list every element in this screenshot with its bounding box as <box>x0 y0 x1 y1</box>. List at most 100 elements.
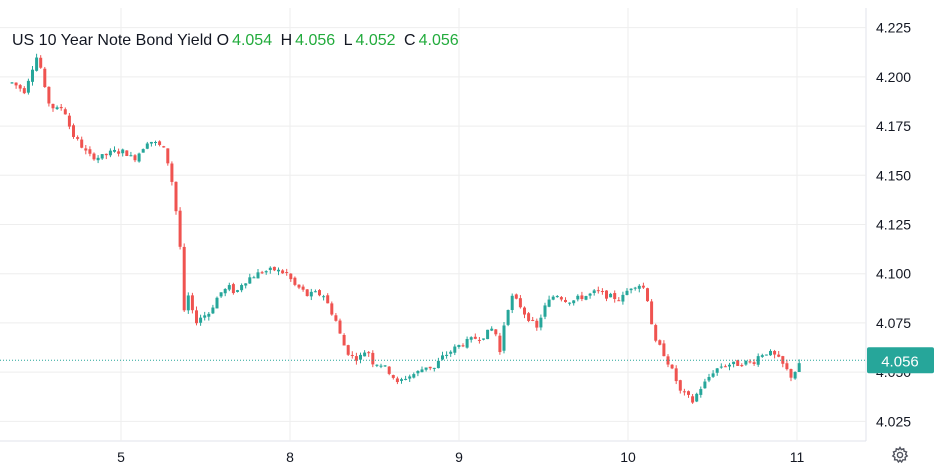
candle-body <box>469 337 473 340</box>
ohlc-legend: US 10 Year Note Bond Yield O 4.054 H 4.056… <box>12 32 463 50</box>
candle-body <box>428 366 432 369</box>
y-tick-label: 4.100 <box>876 266 911 282</box>
candle-body <box>104 153 108 156</box>
candle-body <box>227 285 231 290</box>
candle-body <box>588 293 592 296</box>
candle-body <box>621 294 625 302</box>
candle-body <box>773 351 777 355</box>
candle-body <box>43 68 47 88</box>
candle-body <box>330 303 334 315</box>
candle-body <box>383 365 387 367</box>
candle-body <box>510 295 514 311</box>
candle-body <box>395 378 399 383</box>
candle-body <box>424 367 428 370</box>
candle-body <box>96 157 100 161</box>
candle-body <box>502 325 506 351</box>
candle-body <box>342 334 346 346</box>
candle-body <box>346 345 350 355</box>
candle-body <box>748 361 752 363</box>
candle-body <box>658 340 662 345</box>
candle-body <box>67 115 71 127</box>
candle-body <box>596 290 600 292</box>
candle-body <box>580 295 584 300</box>
x-tick-label: 11 <box>790 449 805 465</box>
high-value: 4.056 <box>295 32 336 49</box>
candle-body <box>687 391 690 395</box>
candle-body <box>457 344 461 348</box>
candle-body <box>203 315 207 318</box>
candle-body <box>416 370 420 374</box>
candle-body <box>80 139 84 148</box>
candle-body <box>682 391 686 393</box>
candle-body <box>756 356 760 365</box>
candle-body <box>600 291 604 293</box>
candle-body <box>482 338 485 340</box>
x-tick-label: 5 <box>117 449 125 465</box>
open-label: O <box>216 32 230 49</box>
candle-body <box>633 287 637 289</box>
gear-icon[interactable] <box>890 445 910 465</box>
candle-body <box>223 289 227 294</box>
candle-body <box>309 291 313 297</box>
candle-body <box>186 295 190 311</box>
candle-body <box>646 288 649 302</box>
x-tick-label: 10 <box>620 449 636 465</box>
candle-body <box>695 393 699 402</box>
candle-body <box>559 297 563 300</box>
candle-body <box>408 376 412 379</box>
candle-body <box>400 379 403 381</box>
candle-body <box>59 106 63 109</box>
candle-body <box>629 288 633 291</box>
candle-body <box>555 296 559 298</box>
candle-body <box>47 86 51 104</box>
candle-body <box>728 364 731 367</box>
candle-body <box>789 369 793 378</box>
candle-body <box>350 354 354 356</box>
candle-body <box>72 125 75 137</box>
candle-body <box>404 378 408 380</box>
candle-body <box>625 290 629 295</box>
symbol-title: US 10 Year Note Bond Yield <box>12 32 213 49</box>
candle-body <box>26 80 30 93</box>
candle-body <box>412 374 416 378</box>
candle-body <box>322 296 326 298</box>
candle-body <box>617 300 621 302</box>
candle-body <box>543 305 547 317</box>
last-price-badge <box>867 347 934 374</box>
x-tick-label: 8 <box>286 449 294 465</box>
candle-body <box>211 307 215 314</box>
candle-body <box>699 389 703 395</box>
candle-body <box>609 293 613 298</box>
candle-body <box>781 356 785 364</box>
candle-body <box>277 269 280 272</box>
candle-body <box>195 310 198 324</box>
candle-body <box>182 246 186 311</box>
candle-body <box>133 155 137 161</box>
candle-body <box>715 368 719 373</box>
low-value: 4.052 <box>355 32 396 49</box>
candle-body <box>494 329 498 335</box>
candle-body <box>51 103 55 109</box>
candle-body <box>449 351 453 354</box>
candle-body <box>121 149 125 154</box>
candle-body <box>592 290 596 294</box>
candle-body <box>268 267 272 270</box>
candle-body <box>547 299 551 307</box>
candle-body <box>691 396 695 403</box>
candle-body <box>84 148 88 151</box>
candle-body <box>637 285 641 289</box>
candle-body <box>215 297 219 309</box>
candle-body <box>76 137 80 139</box>
candle-body <box>531 319 535 321</box>
candle-body <box>568 302 572 304</box>
candle-body <box>523 307 526 315</box>
candle-body <box>576 295 580 300</box>
candle-body <box>379 365 383 367</box>
candle-body <box>436 360 440 369</box>
candle-body <box>166 148 170 164</box>
y-tick-label: 4.025 <box>876 413 911 429</box>
candle-body <box>158 141 162 145</box>
candle-body <box>666 356 670 365</box>
candle-body <box>473 336 477 339</box>
